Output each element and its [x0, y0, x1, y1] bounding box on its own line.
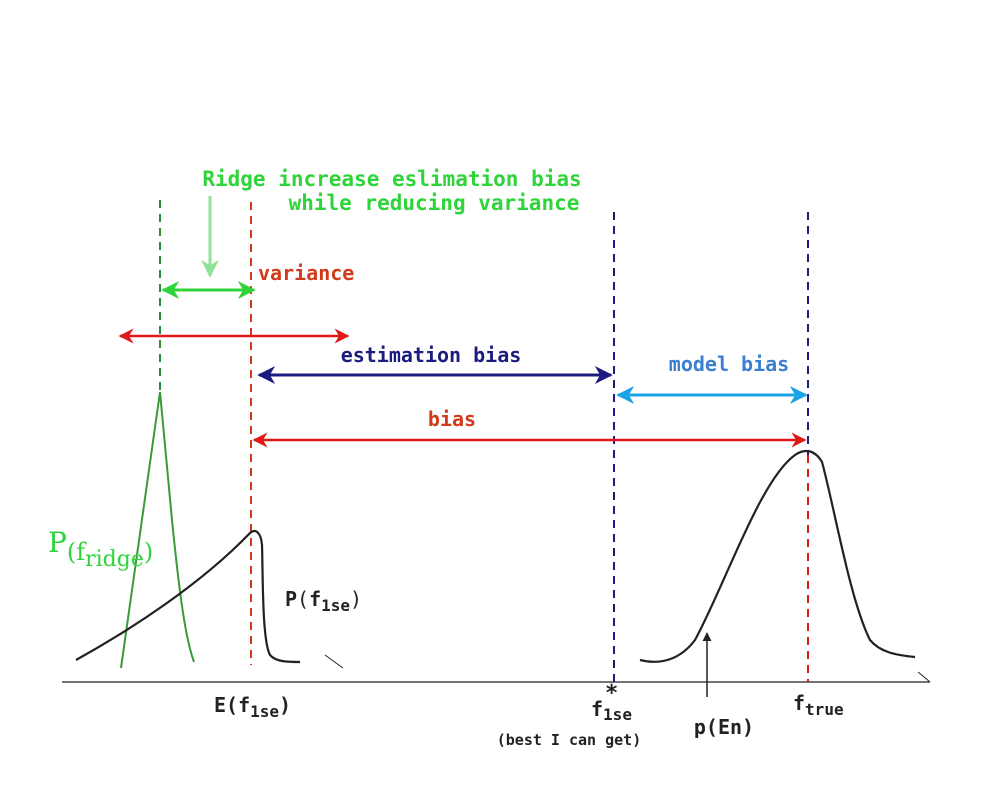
flse-star-superscript: * [605, 681, 618, 706]
en-distribution-curve [639, 449, 916, 663]
ridge-distribution-curve [120, 391, 195, 669]
axis-end-tick [917, 671, 931, 683]
best-i-can-get-note: (best I can get) [497, 731, 642, 749]
annotation-line-2: while reducing variance [289, 191, 580, 215]
bias-label: bias [428, 407, 476, 431]
flse-star-axis-label: f1se [591, 697, 632, 724]
ridge-distribution-label: P(fridge) [48, 526, 153, 572]
lse-distribution-curve [75, 529, 301, 664]
ftrue-axis-label: ftrue [793, 691, 844, 719]
annotation-line-1: Ridge increase eslimation bias [202, 167, 581, 191]
lse-tail-mark [324, 654, 344, 669]
estimation-bias-label: estimation bias [341, 343, 522, 367]
variance-label: variance [258, 261, 354, 285]
model-bias-label: model bias [669, 352, 789, 376]
e-flse-axis-label: E(f1se) [214, 693, 291, 721]
en-label: p(En) [694, 715, 754, 739]
lse-distribution-label: P(f1se) [285, 587, 362, 615]
